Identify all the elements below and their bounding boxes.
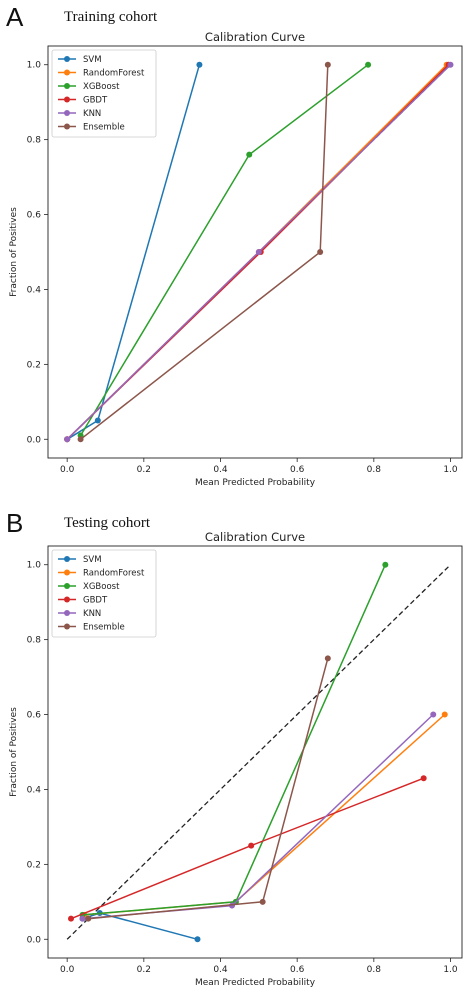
legend-label-xgboost: XGBoost	[83, 582, 120, 592]
legend-label-gbdt: GBDT	[83, 596, 108, 606]
data-point-gbdt	[248, 842, 255, 849]
perfect-calibration-line	[66, 564, 451, 940]
data-point-svm	[194, 936, 201, 943]
data-point-svm	[196, 61, 203, 68]
y-tick-label: 0.2	[27, 360, 41, 370]
legend-marker-ensemble	[64, 123, 70, 130]
legend-marker-gbdt	[64, 596, 70, 603]
panel-title-testing-cohort: Testing cohort	[64, 515, 151, 531]
legend-marker-svm	[64, 56, 70, 62]
data-point-knn	[64, 436, 71, 443]
y-tick-label: 0.8	[27, 136, 42, 146]
legend-marker-randomforest	[64, 69, 70, 76]
x-tick-label: 0.4	[213, 465, 228, 475]
y-tick-label: 0.6	[27, 211, 42, 221]
legend-label-svm: SVM	[83, 555, 102, 565]
x-tick-label: 0.8	[367, 465, 382, 475]
legend-label-xgboost: XGBoost	[83, 82, 120, 92]
plot-frame	[47, 545, 463, 959]
y-tick-label: 0.4	[27, 285, 42, 295]
y-tick-label: 0.6	[27, 711, 42, 721]
panel-letter-b: B	[6, 508, 24, 538]
legend-marker-knn	[64, 110, 70, 116]
data-point-knn	[447, 61, 454, 68]
x-tick-label: 0.0	[60, 965, 75, 975]
calibration-chart-testing: Calibration Curve 0.0 0.2 0.4 0.6 0.8 1.0 0.0 0.…	[9, 530, 463, 988]
x-tick-label: 0.6	[290, 465, 305, 475]
y-tick-label: 0.0	[27, 435, 42, 445]
legend-marker-xgboost	[64, 583, 70, 589]
series-line-randomforest	[84, 713, 446, 916]
legend-label-ensemble: Ensemble	[83, 623, 125, 633]
legend-label-svm: SVM	[83, 55, 102, 65]
x-tick-label: 0.4	[213, 965, 228, 975]
legend-marker-knn	[64, 610, 70, 616]
legend-label-randomforest: RandomForest	[83, 69, 145, 79]
data-point-xgboost	[365, 61, 372, 68]
panel-letter-a: A	[6, 2, 24, 32]
chart-title: Calibration Curve	[205, 30, 305, 44]
data-point-ensemble	[324, 61, 331, 68]
data-point-ensemble	[77, 436, 84, 443]
y-tick-label: 1.0	[27, 61, 42, 71]
data-point-ensemble	[259, 898, 266, 905]
x-tick-label: 0.2	[137, 965, 151, 975]
data-point-xgboost	[246, 151, 253, 158]
legend-label-knn: KNN	[83, 109, 101, 119]
y-tick-label: 0.0	[27, 935, 42, 945]
chart-title: Calibration Curve	[205, 530, 305, 544]
panel-title-training-cohort: Training cohort	[64, 9, 158, 25]
legend-marker-gbdt	[64, 96, 70, 103]
y-tick-label: 1.0	[27, 561, 42, 571]
series-line-gbdt	[70, 777, 424, 920]
legend-label-randomforest: RandomForest	[83, 569, 145, 579]
x-axis-label: Mean Predicted Probability	[195, 978, 316, 988]
data-point-randomforest	[441, 711, 448, 718]
data-point-svm	[94, 417, 101, 424]
legend-box	[51, 549, 157, 638]
data-point-ensemble	[85, 915, 92, 922]
y-tick-label: 0.8	[27, 636, 42, 646]
x-tick-label: 0.6	[290, 965, 305, 975]
data-point-knn	[255, 249, 262, 255]
series-line-knn	[82, 713, 434, 920]
legend-marker-svm	[64, 556, 70, 562]
legend-marker-ensemble	[64, 623, 70, 630]
plot-frame	[47, 45, 463, 459]
data-point-ensemble	[317, 249, 324, 255]
y-axis-label: Fraction of Positives	[9, 207, 19, 297]
x-tick-label: 0.2	[137, 465, 151, 475]
legend-box	[51, 49, 157, 138]
x-tick-label: 1.0	[443, 965, 458, 975]
data-point-xgboost	[382, 561, 389, 568]
legend-marker-randomforest	[64, 569, 70, 576]
legend-label-ensemble: Ensemble	[83, 123, 125, 133]
y-tick-label: 0.2	[27, 860, 41, 870]
data-point-gbdt	[68, 915, 74, 922]
data-point-gbdt	[420, 775, 427, 782]
data-point-ensemble	[324, 655, 331, 662]
data-point-knn	[79, 915, 86, 922]
y-axis-label: Fraction of Positives	[9, 707, 19, 797]
series-line-ensemble	[88, 658, 329, 920]
legend-label-knn: KNN	[83, 609, 101, 619]
x-tick-label: 1.0	[443, 465, 458, 475]
x-axis-label: Mean Predicted Probability	[195, 478, 316, 488]
y-tick-label: 0.4	[27, 785, 42, 795]
data-point-knn	[430, 711, 437, 718]
calibration-chart-training: Calibration Curve 0.0 0.2 0.4 0.6 0.8 1.0 0.0 0.…	[9, 30, 463, 488]
legend-label-gbdt: GBDT	[83, 96, 108, 106]
legend-marker-xgboost	[64, 83, 70, 89]
x-tick-label: 0.0	[60, 465, 75, 475]
x-tick-label: 0.8	[367, 965, 382, 975]
